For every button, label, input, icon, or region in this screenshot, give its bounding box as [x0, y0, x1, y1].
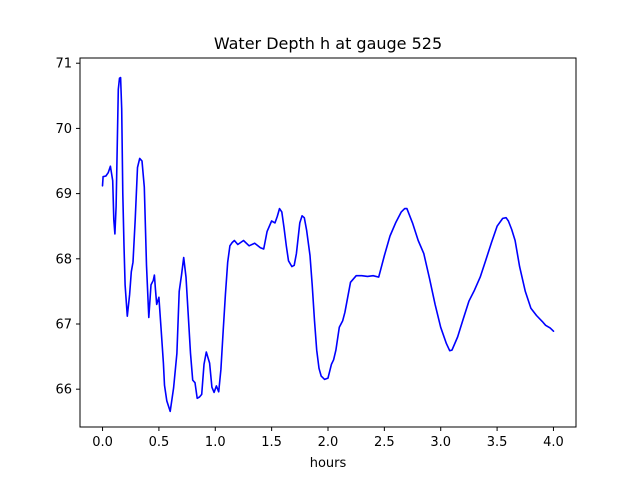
plot-area — [80, 58, 576, 427]
x-tick-label: 0.5 — [149, 435, 170, 450]
plot-frame — [79, 57, 577, 428]
series-line-water-depth — [101, 76, 555, 413]
x-axis-label: hours — [310, 456, 347, 471]
x-tick-label: 3.5 — [487, 435, 508, 450]
y-tick-label: 68 — [55, 252, 72, 267]
x-tick-label: 4.0 — [543, 435, 564, 450]
x-tick-label: 1.5 — [261, 435, 282, 450]
y-tick-label: 70 — [55, 122, 72, 137]
y-tick-label: 69 — [55, 187, 72, 202]
series-layer — [101, 76, 555, 413]
x-tick-label: 3.0 — [430, 435, 451, 450]
x-tick-label: 1.0 — [205, 435, 226, 450]
y-tick-label: 67 — [55, 317, 72, 332]
x-axis: 0.0 0.5 1.0 1.5 2.0 2.5 3.0 3.5 4.0 — [92, 427, 564, 450]
chart-title: Water Depth h at gauge 525 — [214, 34, 442, 53]
x-tick-label: 0.0 — [92, 435, 113, 450]
y-tick-label: 66 — [55, 383, 72, 398]
y-tick-label: 71 — [55, 57, 72, 72]
x-tick-label: 2.5 — [374, 435, 395, 450]
y-axis: 66 67 68 69 70 71 — [55, 57, 80, 398]
x-tick-label: 2.0 — [318, 435, 339, 450]
